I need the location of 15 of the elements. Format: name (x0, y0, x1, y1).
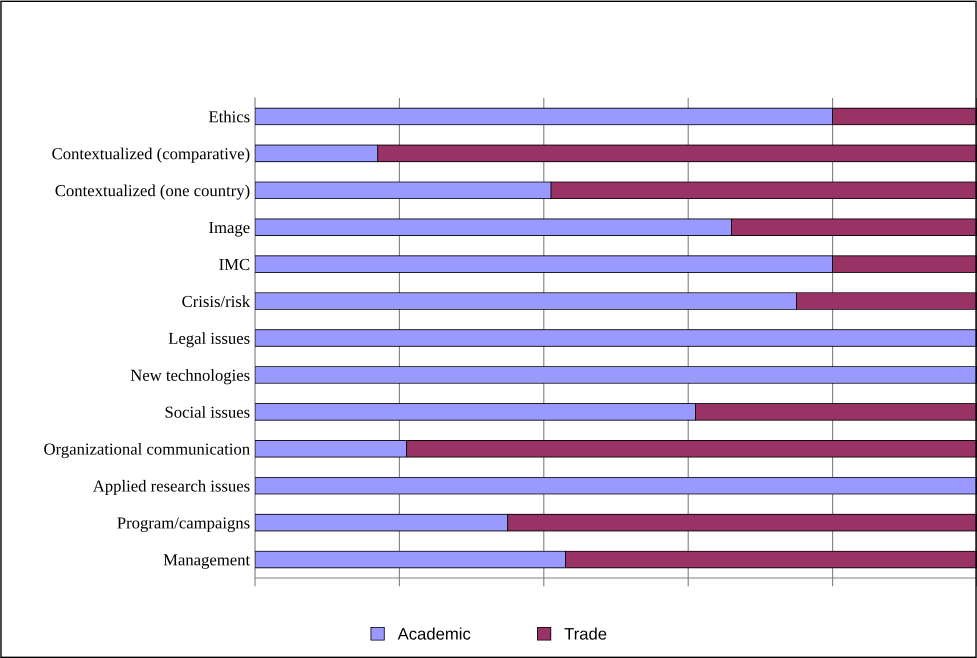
y-tick-label: Ethics (208, 110, 250, 122)
y-tick-label: New technologies (130, 369, 250, 384)
y-tick-label: Organizational communication (44, 442, 250, 458)
y-tick-label: Social issues (166, 406, 250, 418)
y-tick-label: Contextualized (one country) (56, 184, 250, 200)
y-tick-label: Management (164, 554, 250, 569)
legend-label: Trade (564, 627, 606, 640)
y-tick-label: Crisis/risk (182, 295, 250, 308)
y-tick-label: Program/campaigns (117, 517, 250, 532)
legend-label: Academic (398, 627, 470, 640)
y-tick-label: Contextualized (comparative) (52, 148, 250, 163)
y-tick-label: IMC (219, 258, 250, 270)
y-tick-label: Legal issues (168, 332, 250, 348)
y-tick-label: Image (209, 222, 250, 237)
y-tick-label: Applied research issues (92, 480, 250, 496)
